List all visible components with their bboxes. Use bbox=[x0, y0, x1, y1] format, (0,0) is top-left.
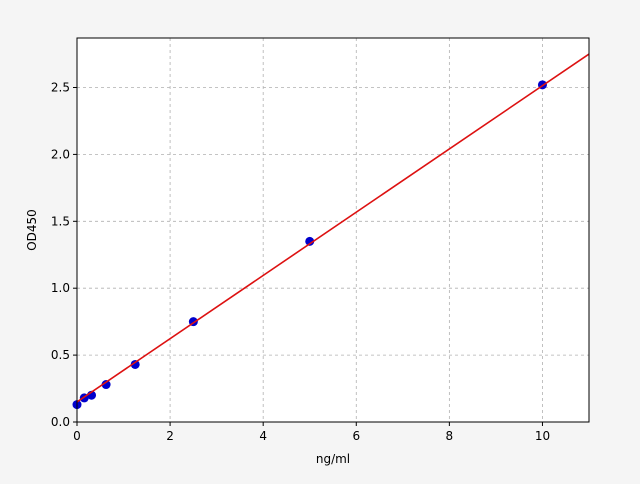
y-axis-label: OD450 bbox=[25, 209, 39, 251]
y-axis-ticks: 0.0 0.5 1.0 1.5 2.0 2.5 bbox=[51, 81, 77, 429]
y-tick-label: 0.5 bbox=[51, 348, 70, 362]
y-tick-label: 1.0 bbox=[51, 281, 70, 295]
x-tick-label: 10 bbox=[535, 429, 550, 443]
x-axis-label: ng/ml bbox=[316, 452, 350, 466]
plot-frame bbox=[76, 37, 590, 423]
series bbox=[72, 53, 590, 410]
plot-area bbox=[77, 38, 589, 422]
y-tick-label: 0.0 bbox=[51, 415, 70, 429]
data-point bbox=[101, 380, 111, 390]
y-tick-label: 1.5 bbox=[51, 214, 70, 228]
x-tick-label: 0 bbox=[73, 429, 81, 443]
y-tick-label: 2.0 bbox=[51, 147, 70, 161]
data-point bbox=[130, 359, 140, 369]
grid bbox=[77, 38, 589, 422]
x-tick-label: 6 bbox=[352, 429, 360, 443]
x-tick-label: 2 bbox=[166, 429, 174, 443]
y-tick-label: 2.5 bbox=[51, 81, 70, 95]
data-point bbox=[305, 236, 315, 246]
fit-line bbox=[76, 53, 590, 403]
x-tick-label: 4 bbox=[259, 429, 267, 443]
x-tick-label: 8 bbox=[446, 429, 454, 443]
x-axis-ticks: 0 2 4 6 8 10 bbox=[73, 422, 550, 443]
